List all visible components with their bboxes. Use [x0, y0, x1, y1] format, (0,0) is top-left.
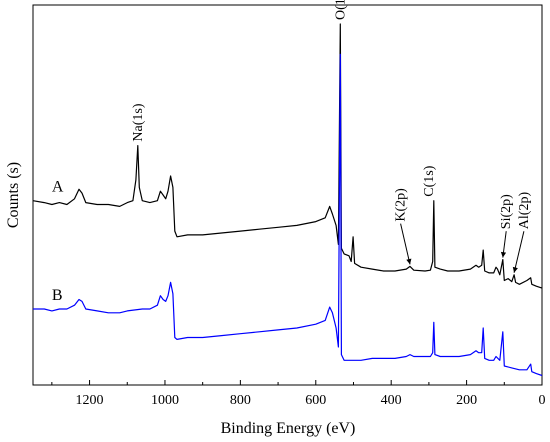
- series-layer: AB: [32, 23, 543, 377]
- x-axis-title: Binding Energy (eV): [221, 420, 356, 437]
- annotation-arrowhead-k-2p: [406, 258, 412, 265]
- x-tick-label-400: 400: [381, 393, 402, 408]
- x-tick-label-0: 0: [539, 393, 546, 408]
- y-axis-title: Counts (s): [5, 162, 22, 228]
- x-tick-label-1000: 1000: [151, 393, 179, 408]
- annotation-arrowhead-si-2p: [500, 251, 507, 258]
- annotation-arrowhead-al-2p: [512, 266, 518, 273]
- x-tick-label-200: 200: [456, 393, 477, 408]
- annotation-c-1s: C(1s): [422, 165, 437, 196]
- annotation-o-1s: O(1s): [333, 0, 348, 20]
- series-B-line: [33, 53, 543, 377]
- annotation-k-2p: K(2p): [394, 188, 409, 222]
- annotation-layer: Na(1s) O(1s) K(2p) C(1s) Si(2p) Al(2p): [131, 0, 532, 273]
- annotation-al-2p: Al(2p): [517, 192, 532, 230]
- series-A-label: A: [52, 179, 64, 196]
- annotation-arrow-k-2p: [400, 223, 411, 265]
- x-axis-ticks: 1200 1000 800 600 400 200 0: [51, 380, 546, 408]
- annotation-na-1s: Na(1s): [131, 103, 146, 141]
- annotation-arrow-al-2p: [513, 231, 525, 273]
- x-tick-label-1200: 1200: [76, 393, 104, 408]
- x-tick-label-600: 600: [305, 393, 326, 408]
- plot-frame: [32, 4, 543, 386]
- x-tick-label-800: 800: [230, 393, 251, 408]
- annotation-si-2p: Si(2p): [499, 194, 514, 229]
- series-A-line: [32, 23, 543, 289]
- series-B-label: B: [52, 287, 63, 304]
